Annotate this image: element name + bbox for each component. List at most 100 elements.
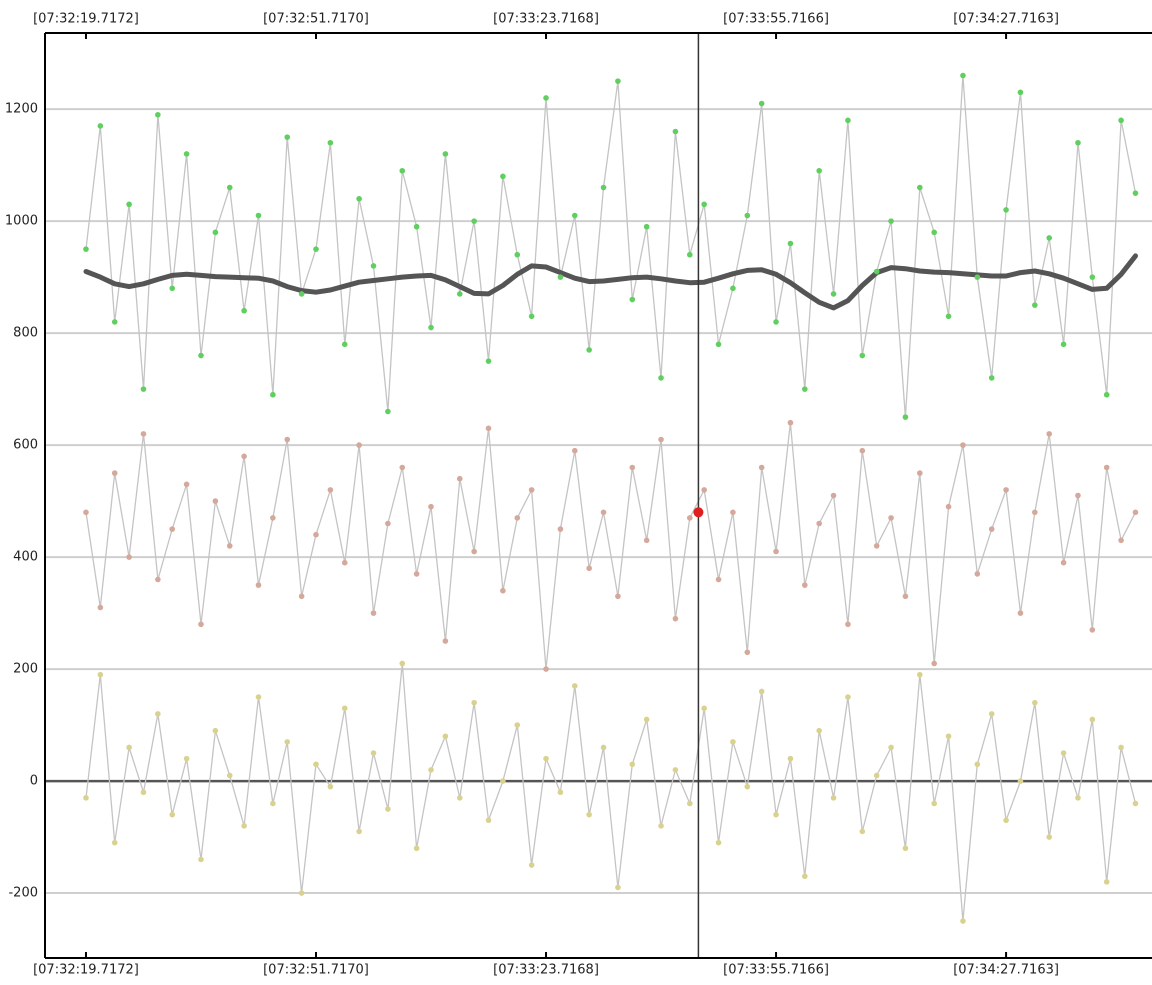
data-point bbox=[1118, 744, 1124, 751]
data-point bbox=[528, 862, 535, 868]
data-point bbox=[917, 470, 923, 476]
data-point bbox=[701, 487, 707, 493]
data-point bbox=[773, 811, 779, 818]
data-point bbox=[830, 492, 837, 499]
data-point bbox=[686, 251, 693, 258]
data-point bbox=[313, 761, 319, 768]
data-point bbox=[931, 229, 937, 236]
x-tick-label-bottom: [07:32:19.7172] bbox=[33, 963, 139, 978]
data-point bbox=[140, 789, 147, 796]
data-point bbox=[1075, 139, 1081, 146]
data-point bbox=[1118, 117, 1124, 124]
data-point bbox=[198, 621, 204, 628]
data-point bbox=[514, 251, 521, 258]
data-point bbox=[658, 823, 664, 829]
data-point bbox=[183, 151, 190, 157]
data-point bbox=[945, 503, 952, 510]
data-point bbox=[399, 660, 406, 667]
data-point bbox=[212, 498, 219, 504]
data-point bbox=[155, 711, 161, 717]
data-point bbox=[97, 604, 104, 611]
data-point bbox=[715, 839, 722, 846]
y-tick-label: 1000 bbox=[5, 214, 38, 229]
data-point bbox=[284, 436, 291, 443]
data-point bbox=[270, 391, 276, 398]
data-point bbox=[1075, 492, 1081, 499]
data-point bbox=[701, 705, 707, 712]
data-point bbox=[1032, 699, 1038, 706]
data-point bbox=[385, 520, 391, 527]
data-point bbox=[1032, 509, 1038, 516]
data-point bbox=[629, 761, 636, 768]
data-point bbox=[672, 615, 679, 622]
data-point bbox=[643, 537, 650, 544]
data-point bbox=[615, 78, 621, 84]
data-point bbox=[873, 543, 880, 549]
data-point bbox=[830, 291, 837, 297]
x-tick-label-top: [07:32:51.7170] bbox=[263, 12, 369, 27]
data-point bbox=[672, 128, 679, 135]
data-point bbox=[643, 223, 650, 230]
data-point bbox=[557, 526, 564, 532]
data-point bbox=[226, 543, 233, 549]
data-point bbox=[183, 481, 190, 488]
data-point bbox=[931, 660, 937, 667]
data-point bbox=[327, 783, 334, 790]
data-point bbox=[600, 509, 607, 516]
data-point bbox=[543, 95, 549, 101]
data-point bbox=[686, 800, 693, 807]
data-point bbox=[658, 375, 664, 381]
data-point bbox=[313, 531, 319, 538]
data-point bbox=[643, 716, 650, 723]
data-point bbox=[83, 509, 89, 516]
data-point bbox=[1132, 800, 1139, 807]
data-point bbox=[255, 212, 262, 219]
data-point bbox=[571, 447, 578, 454]
data-point bbox=[859, 828, 866, 835]
data-point bbox=[586, 565, 592, 572]
data-point bbox=[413, 223, 420, 230]
data-point bbox=[859, 447, 866, 454]
data-point bbox=[902, 593, 909, 600]
data-point bbox=[212, 229, 219, 236]
data-point bbox=[169, 526, 176, 532]
data-point bbox=[226, 184, 233, 191]
data-point bbox=[988, 375, 995, 381]
data-point bbox=[471, 548, 477, 555]
data-point bbox=[802, 582, 808, 588]
cursor-point bbox=[693, 507, 704, 518]
data-point bbox=[1046, 235, 1053, 241]
data-point bbox=[816, 520, 822, 527]
data-point bbox=[198, 856, 204, 863]
data-point bbox=[629, 296, 636, 303]
data-point bbox=[730, 739, 736, 745]
data-point bbox=[571, 212, 578, 219]
data-point bbox=[399, 167, 406, 174]
data-point bbox=[787, 419, 794, 426]
data-point bbox=[988, 711, 995, 717]
series-line bbox=[85, 662, 1137, 922]
series-line bbox=[85, 422, 1137, 670]
data-point bbox=[327, 487, 334, 493]
data-point bbox=[528, 313, 535, 320]
x-tick-label-top: [07:34:27.7163] bbox=[953, 12, 1059, 27]
data-point bbox=[571, 683, 578, 689]
data-point bbox=[888, 744, 894, 751]
data-point bbox=[241, 823, 247, 829]
x-tick-label-top: [07:33:55.7166] bbox=[723, 12, 829, 27]
data-point bbox=[873, 268, 880, 275]
data-point bbox=[917, 184, 923, 191]
data-point bbox=[888, 218, 894, 224]
data-point bbox=[974, 571, 981, 577]
data-point bbox=[341, 705, 348, 712]
series-line bbox=[85, 74, 1137, 418]
data-point bbox=[212, 727, 219, 734]
data-point bbox=[341, 559, 348, 566]
data-point bbox=[658, 436, 664, 443]
data-point bbox=[485, 817, 492, 824]
data-point bbox=[945, 733, 952, 740]
data-point bbox=[802, 873, 808, 880]
